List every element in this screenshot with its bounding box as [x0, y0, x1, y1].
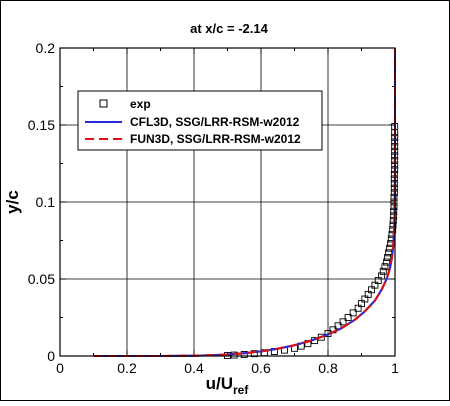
exp-data-point — [344, 314, 352, 321]
exp-data-point — [384, 253, 392, 261]
y-tick-labels: 0 0.05 0.1 0.15 0.2 — [28, 40, 55, 364]
y-tick-label: 0.2 — [36, 40, 56, 56]
x-tick-label: 0.6 — [251, 360, 271, 376]
plot-area-frame — [59, 47, 396, 357]
exp-data-point — [240, 351, 248, 358]
y-tick-label: 0.1 — [36, 194, 56, 210]
x-tick-label: 0.2 — [117, 360, 137, 376]
x-tick-label: 0.8 — [318, 360, 338, 376]
exp-data-point — [378, 272, 386, 280]
legend-label: exp — [130, 97, 151, 111]
exp-data-point — [389, 217, 397, 224]
x-axis-label-main: u/U — [206, 374, 233, 393]
y-tick-label: 0.05 — [28, 271, 55, 287]
x-tick-label: 0 — [56, 360, 64, 376]
legend-entries: exp CFL3D, SSG/LRR-RSM-w2012 FUN3D, SSG/LR… — [85, 97, 301, 146]
exp-data-point — [383, 258, 391, 266]
x-tick-labels: 0 0.2 0.4 0.6 0.8 1 — [56, 360, 399, 376]
x-tick-label: 1 — [391, 360, 399, 376]
x-axis-label: u/Uref — [206, 374, 250, 397]
x-tick-label: 0.4 — [184, 360, 204, 376]
exp-data-point — [339, 318, 347, 326]
x-axis-label-subscript: ref — [233, 383, 249, 397]
legend-swatch-exp — [99, 99, 108, 108]
legend-label: CFL3D, SSG/LRR-RSM-w2012 — [130, 115, 300, 129]
y-tick-label: 0.15 — [28, 117, 55, 133]
legend-label: FUN3D, SSG/LRR-RSM-w2012 — [130, 132, 301, 146]
y-tick-label: 0 — [47, 348, 55, 364]
chart-title: at x/c = -2.14 — [190, 21, 268, 36]
legend-box — [77, 90, 323, 151]
exp-data-point — [389, 221, 397, 229]
exp-data-point — [250, 350, 258, 358]
exp-data-point — [389, 226, 397, 234]
exp-data-point — [349, 309, 357, 317]
exp-data-point — [379, 267, 387, 275]
exp-data-point — [381, 263, 389, 271]
y-axis-label: y/c — [3, 190, 22, 214]
legend: exp CFL3D, SSG/LRR-RSM-w2012 FUN3D, SSG/LR… — [77, 90, 323, 151]
